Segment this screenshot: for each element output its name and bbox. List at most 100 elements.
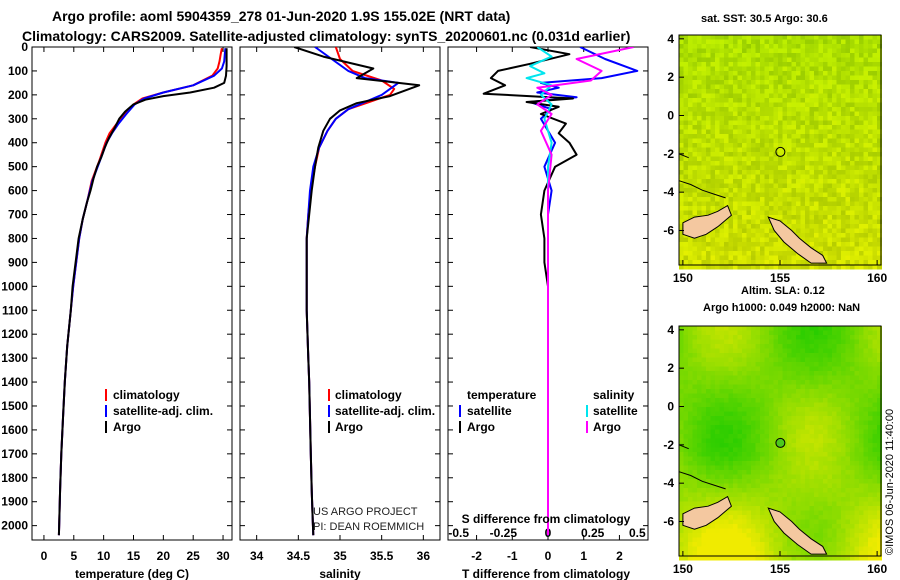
map-cell <box>755 461 761 466</box>
map-cell <box>751 393 756 399</box>
map-cell <box>742 335 747 340</box>
map-cell <box>782 35 788 40</box>
map-cell <box>859 528 864 534</box>
map-cell <box>863 107 869 112</box>
map-cell <box>859 420 864 426</box>
map-cell <box>679 326 684 331</box>
map-cell <box>854 375 860 381</box>
map-cell <box>715 188 720 193</box>
map-cell <box>827 246 833 252</box>
map-cell <box>701 93 707 99</box>
map-cell <box>706 125 711 130</box>
map-cell <box>845 357 851 363</box>
map-cell <box>697 183 702 189</box>
map-cell <box>751 443 756 448</box>
map-cell <box>724 197 729 202</box>
map-cell <box>872 546 878 552</box>
map-y-tick-label: -6 <box>663 224 674 238</box>
map-cell <box>751 335 756 340</box>
map-cell <box>872 260 878 265</box>
map-cell <box>827 474 833 480</box>
map-cell <box>719 447 725 453</box>
map-cell <box>755 339 761 345</box>
map-cell <box>859 519 864 525</box>
map-cell <box>854 192 860 198</box>
map-cell <box>764 524 770 529</box>
map-cell <box>679 425 684 430</box>
map-cell <box>800 57 806 63</box>
map-cell <box>805 44 810 49</box>
map-cell <box>841 542 846 547</box>
map-cell <box>724 44 729 49</box>
map-cell <box>679 546 684 552</box>
map-cell <box>688 71 693 76</box>
map-cell <box>764 129 770 135</box>
map-cell <box>710 71 716 76</box>
map-cell <box>755 551 761 556</box>
map-cell <box>755 255 761 261</box>
map-cell <box>715 183 720 189</box>
map-cell <box>701 411 707 417</box>
map-cell <box>679 492 684 498</box>
map-cell <box>751 371 756 376</box>
map-cell <box>841 210 846 216</box>
map-cell <box>863 201 869 207</box>
map-cell <box>688 161 693 166</box>
map-cell <box>692 371 698 376</box>
map-cell <box>800 75 806 81</box>
map-cell <box>710 461 716 466</box>
map-cell <box>841 420 846 426</box>
map-cell <box>769 344 774 349</box>
map-cell <box>814 210 819 216</box>
map-cell <box>841 255 846 261</box>
map-cell <box>764 402 770 408</box>
map-cell <box>868 470 873 475</box>
map-cell <box>710 465 716 471</box>
map-cell <box>764 470 770 475</box>
map-cell <box>868 179 873 184</box>
map-cell <box>868 224 873 229</box>
map-cell <box>697 479 702 484</box>
map-cell <box>814 519 819 525</box>
map-cell <box>683 393 689 399</box>
map-cell <box>679 98 684 103</box>
map-cell <box>733 129 738 135</box>
map-cell <box>877 546 882 552</box>
map-cell <box>706 533 711 538</box>
map-cell <box>719 330 725 336</box>
map-cell <box>764 384 770 390</box>
map-cell <box>809 353 815 358</box>
map-cell <box>724 129 729 135</box>
map-cell <box>769 143 774 148</box>
map-cell <box>706 461 711 466</box>
map-cell <box>787 492 792 498</box>
map-cell <box>688 479 693 484</box>
map-cell <box>800 384 806 390</box>
map-cell <box>854 57 860 63</box>
map-cell <box>877 179 882 184</box>
map-cell <box>769 339 774 345</box>
map-cell <box>737 416 743 421</box>
map-cell <box>737 524 743 529</box>
map-cell <box>854 506 860 511</box>
map-cell <box>773 93 779 99</box>
map-cell <box>823 411 828 417</box>
map-cell <box>715 429 720 435</box>
map-cell <box>836 215 842 220</box>
map-cell <box>863 389 869 394</box>
map-cell <box>715 129 720 135</box>
map-cell <box>706 35 711 40</box>
argo-line <box>57 48 228 536</box>
map-cell <box>697 551 702 556</box>
map-cell <box>836 501 842 507</box>
map-cell <box>755 407 761 412</box>
map-cell <box>782 152 788 157</box>
map-cell <box>778 528 783 534</box>
map-cell <box>854 492 860 498</box>
map-cell <box>742 497 747 502</box>
map-cell <box>760 375 765 381</box>
map-cell <box>706 53 711 58</box>
map-cell <box>688 326 693 331</box>
map-cell <box>760 407 765 412</box>
map-cell <box>746 362 752 367</box>
